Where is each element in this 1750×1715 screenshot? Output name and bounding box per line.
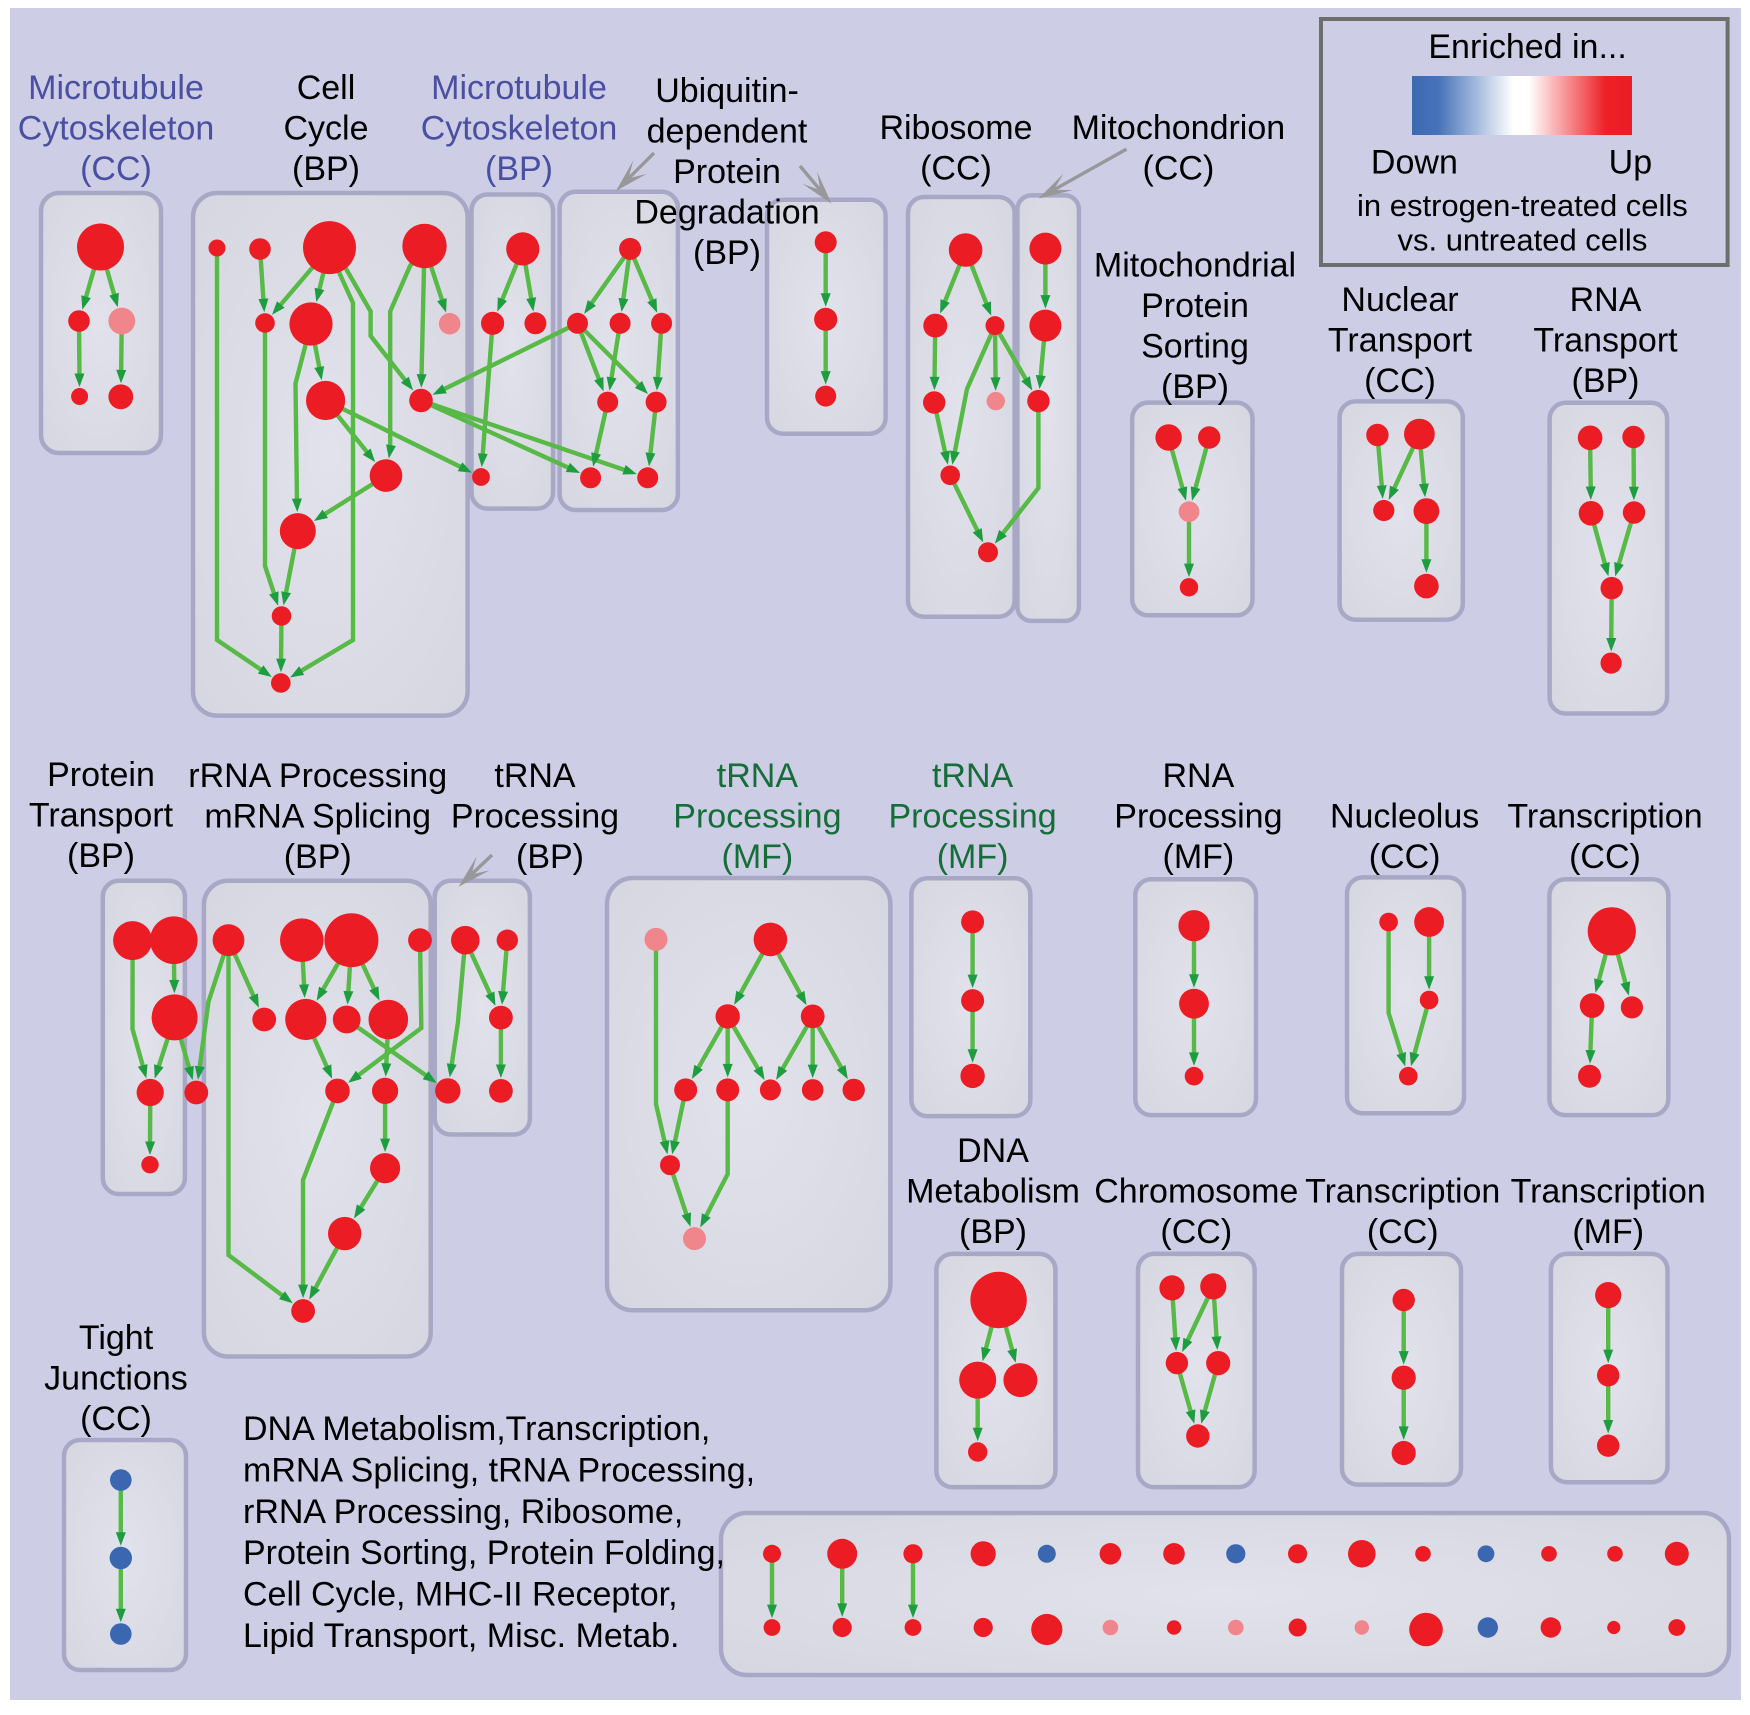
svg-text:(BP): (BP) <box>1161 368 1229 406</box>
svg-text:tRNA: tRNA <box>932 757 1014 795</box>
svg-text:Ubiquitin-: Ubiquitin- <box>655 72 799 110</box>
svg-text:(MF): (MF) <box>937 838 1009 876</box>
svg-text:Processing: Processing <box>1114 798 1282 836</box>
svg-text:Metabolism: Metabolism <box>906 1173 1080 1211</box>
svg-text:(MF): (MF) <box>1572 1213 1644 1251</box>
svg-text:Cell: Cell <box>297 69 356 107</box>
svg-text:dependent: dependent <box>647 113 808 151</box>
svg-text:Protein: Protein <box>1141 287 1249 325</box>
svg-text:Microtubule: Microtubule <box>28 69 204 107</box>
svg-text:Cytoskeleton: Cytoskeleton <box>18 110 215 148</box>
svg-text:(CC): (CC) <box>80 150 152 188</box>
svg-text:(BP): (BP) <box>67 837 135 875</box>
svg-text:Nucleolus: Nucleolus <box>1330 798 1479 836</box>
svg-text:Protein Sorting, Protein Foldi: Protein Sorting, Protein Folding, <box>243 1534 725 1572</box>
svg-text:Transport: Transport <box>1533 322 1678 360</box>
svg-text:DNA: DNA <box>957 1132 1029 1170</box>
svg-text:Mitochondrion: Mitochondrion <box>1072 109 1286 147</box>
svg-text:Junctions: Junctions <box>44 1360 188 1398</box>
svg-text:RNA: RNA <box>1570 281 1642 319</box>
svg-text:Cytoskeleton: Cytoskeleton <box>421 110 618 148</box>
svg-text:rRNA Processing, Ribosome,: rRNA Processing, Ribosome, <box>243 1493 683 1531</box>
svg-text:Microtubule: Microtubule <box>431 69 607 107</box>
svg-text:Up: Up <box>1609 144 1652 182</box>
svg-text:(CC): (CC) <box>1143 150 1215 188</box>
svg-text:Nuclear: Nuclear <box>1341 281 1458 319</box>
svg-text:mRNA Splicing, tRNA Processing: mRNA Splicing, tRNA Processing, <box>243 1451 755 1489</box>
svg-text:(CC): (CC) <box>1569 838 1641 876</box>
svg-text:RNA: RNA <box>1163 757 1235 795</box>
svg-text:Cell Cycle, MHC-II Receptor,: Cell Cycle, MHC-II Receptor, <box>243 1576 678 1614</box>
svg-text:Down: Down <box>1371 144 1458 182</box>
svg-text:in estrogen-treated cells: in estrogen-treated cells <box>1357 188 1688 223</box>
svg-text:tRNA: tRNA <box>717 757 799 795</box>
svg-text:(CC): (CC) <box>920 150 992 188</box>
svg-text:Cycle: Cycle <box>283 110 368 148</box>
svg-text:Degradation: Degradation <box>634 194 819 232</box>
svg-text:(CC): (CC) <box>1369 838 1441 876</box>
svg-text:Sorting: Sorting <box>1141 328 1249 366</box>
svg-text:(BP): (BP) <box>959 1213 1027 1251</box>
svg-text:tRNA: tRNA <box>494 757 576 795</box>
svg-text:(BP): (BP) <box>693 234 761 272</box>
svg-text:Transcription: Transcription <box>1305 1173 1500 1211</box>
svg-text:(BP): (BP) <box>1572 362 1640 400</box>
svg-text:Protein: Protein <box>47 756 155 794</box>
svg-text:DNA Metabolism,Transcription,: DNA Metabolism,Transcription, <box>243 1410 710 1448</box>
svg-text:Protein: Protein <box>673 153 781 191</box>
svg-text:Ribosome: Ribosome <box>879 109 1032 147</box>
svg-text:rRNA Processing: rRNA Processing <box>188 757 447 795</box>
svg-text:Lipid Transport, Misc. Metab.: Lipid Transport, Misc. Metab. <box>243 1617 680 1655</box>
svg-text:Chromosome: Chromosome <box>1094 1173 1298 1211</box>
svg-text:Enriched in...: Enriched in... <box>1428 28 1626 66</box>
svg-text:(MF): (MF) <box>722 838 794 876</box>
svg-text:(BP): (BP) <box>292 150 360 188</box>
svg-text:Transport: Transport <box>29 797 174 835</box>
svg-text:Transcription: Transcription <box>1511 1173 1706 1211</box>
svg-text:Processing: Processing <box>451 798 619 836</box>
svg-text:Tight: Tight <box>79 1319 154 1357</box>
svg-text:vs. untreated cells: vs. untreated cells <box>1397 223 1647 258</box>
svg-text:Processing: Processing <box>888 798 1056 836</box>
svg-text:Processing: Processing <box>673 798 841 836</box>
svg-text:Transport: Transport <box>1328 322 1473 360</box>
svg-text:(CC): (CC) <box>1160 1213 1232 1251</box>
svg-text:(BP): (BP) <box>516 838 584 876</box>
svg-text:(BP): (BP) <box>485 150 553 188</box>
svg-text:(CC): (CC) <box>1364 362 1436 400</box>
svg-text:(MF): (MF) <box>1163 838 1235 876</box>
svg-text:Mitochondrial: Mitochondrial <box>1094 247 1296 285</box>
svg-text:(CC): (CC) <box>80 1400 152 1438</box>
svg-text:Transcription: Transcription <box>1507 798 1702 836</box>
svg-text:(CC): (CC) <box>1367 1213 1439 1251</box>
svg-text:mRNA Splicing: mRNA Splicing <box>204 798 431 836</box>
svg-text:(BP): (BP) <box>284 838 352 876</box>
